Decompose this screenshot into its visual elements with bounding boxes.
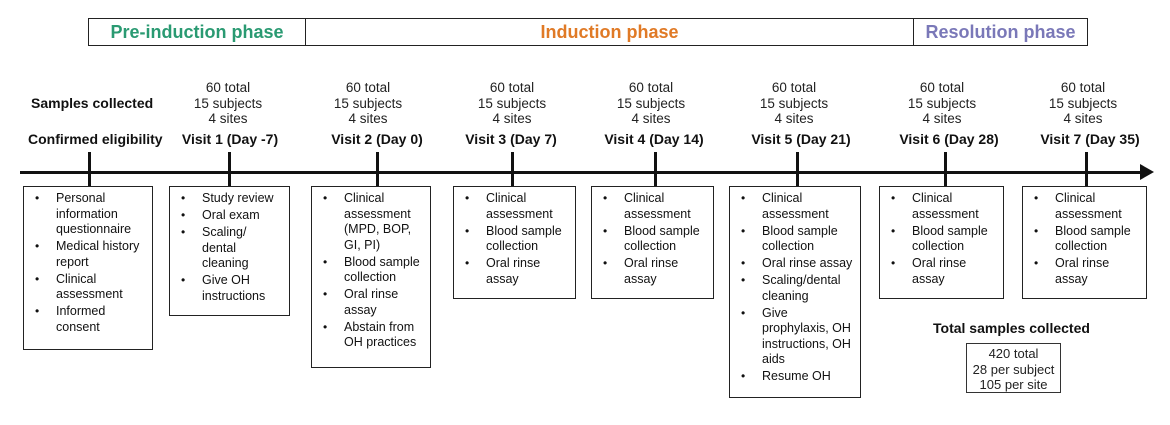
visit-3-box: Clinical assessment Blood sample collect… [453, 186, 576, 299]
samples-visit-4: 60 total 15 subjects 4 sites [616, 80, 686, 126]
list-item: Oral rinse assay [458, 256, 569, 287]
list-item: Resume OH [734, 369, 854, 385]
list-item: Oral rinse assay [734, 256, 854, 272]
eligibility-box: Personal information questionnaire Medic… [23, 186, 153, 350]
samples-visit-6: 60 total 15 subjects 4 sites [907, 80, 977, 126]
visit-5-label: Visit 5 (Day 21) [751, 131, 851, 147]
list-item: Oral rinse assay [1027, 256, 1140, 287]
samples-visit-2: 60 total 15 subjects 4 sites [333, 80, 403, 126]
samples-visit-1: 60 total 15 subjects 4 sites [193, 80, 263, 126]
total-per-site: 105 per site [979, 377, 1048, 392]
tick-visit-3 [511, 152, 514, 186]
timeline-axis [20, 171, 1148, 174]
visit-4-label: Visit 4 (Day 14) [604, 131, 704, 147]
list-item: Blood sample collection [734, 224, 854, 255]
list-item: Blood sample collection [1027, 224, 1140, 255]
visit-7-box: Clinical assessment Blood sample collect… [1022, 186, 1147, 299]
tick-visit-5 [796, 152, 799, 186]
list-item: Blood sample collection [458, 224, 569, 255]
list-item: Scaling/dental cleaning [734, 273, 854, 304]
total-count: 420 total [988, 346, 1039, 361]
tick-visit-7 [1085, 152, 1088, 186]
visit-4-box: Clinical assessment Blood sample collect… [591, 186, 714, 299]
phase-resolution: Resolution phase [913, 18, 1088, 46]
list-item: Oral rinse assay [596, 256, 707, 287]
visit-2-box: Clinical assessment (MPD, BOP, GI, PI) B… [311, 186, 431, 368]
visit-3-label: Visit 3 (Day 7) [465, 131, 557, 147]
list-item: Personal information questionnaire [28, 191, 146, 238]
visit-5-box: Clinical assessment Blood sample collect… [729, 186, 861, 398]
visit-7-label: Visit 7 (Day 35) [1040, 131, 1140, 147]
list-item: Oral exam [174, 208, 283, 224]
tick-visit-1 [228, 152, 231, 186]
list-item: Give OH instructions [174, 273, 283, 304]
list-item: Clinical assessment [458, 191, 569, 222]
list-item: Blood sample collection [596, 224, 707, 255]
list-item: Oral rinse assay [884, 256, 997, 287]
list-item: Clinical assessment [884, 191, 997, 222]
phase-induction: Induction phase [305, 18, 914, 46]
list-item: Abstain from OH practices [316, 320, 424, 351]
tick-visit-6 [944, 152, 947, 186]
visit-1-label: Visit 1 (Day -7) [181, 131, 279, 147]
list-item: Oral rinse assay [316, 287, 424, 318]
total-samples-heading: Total samples collected [933, 320, 1090, 336]
phase-pre-induction: Pre-induction phase [88, 18, 306, 46]
list-item: Clinical assessment (MPD, BOP, GI, PI) [316, 191, 424, 253]
tick-eligibility [88, 152, 91, 186]
list-item: Clinical assessment [1027, 191, 1140, 222]
visit-6-box: Clinical assessment Blood sample collect… [879, 186, 1004, 299]
list-item: Blood sample collection [884, 224, 997, 255]
visit-6-label: Visit 6 (Day 28) [899, 131, 999, 147]
confirmed-eligibility-label: Confirmed eligibility [28, 131, 163, 147]
samples-collected-label: Samples collected [31, 95, 154, 111]
total-per-subject: 28 per subject [972, 361, 1055, 377]
tick-visit-4 [654, 152, 657, 186]
list-item: Blood sample collection [316, 255, 424, 286]
samples-visit-5: 60 total 15 subjects 4 sites [759, 80, 829, 126]
list-item: Study review [174, 191, 283, 207]
list-item: Informed consent [28, 304, 146, 335]
timeline-arrowhead [1140, 164, 1154, 180]
list-item: Clinical assessment [28, 272, 146, 303]
total-samples-box: 420 total 28 per subject 105 per site [966, 343, 1061, 393]
list-item: Medical history report [28, 239, 146, 270]
tick-visit-2 [376, 152, 379, 186]
visit-2-label: Visit 2 (Day 0) [331, 131, 423, 147]
list-item: Scaling/ dental cleaning [174, 225, 283, 272]
list-item: Clinical assessment [734, 191, 854, 222]
samples-visit-3: 60 total 15 subjects 4 sites [477, 80, 547, 126]
list-item: Clinical assessment [596, 191, 707, 222]
list-item: Give prophylaxis, OH instructions, OH ai… [734, 306, 854, 368]
visit-1-box: Study review Oral exam Scaling/ dental c… [169, 186, 290, 316]
samples-visit-7: 60 total 15 subjects 4 sites [1048, 80, 1118, 126]
